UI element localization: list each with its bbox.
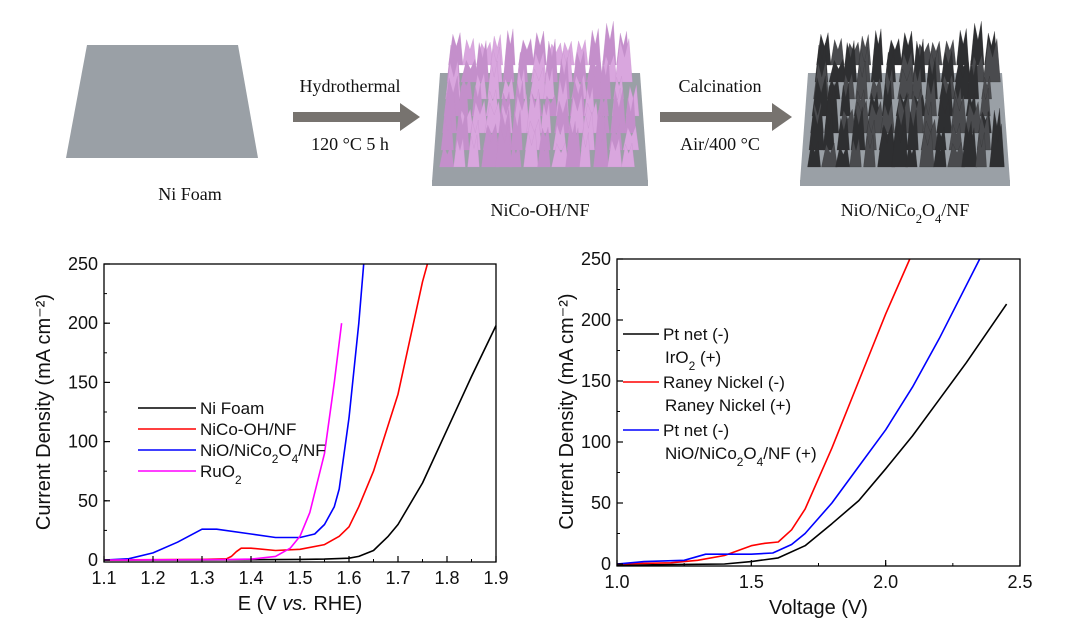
x-axis-label: Voltage (V): [769, 597, 868, 619]
legend-label: Ni Foam: [200, 399, 264, 418]
arrow-calcination-icon: [660, 103, 792, 131]
y-tick-label: 0: [601, 554, 611, 574]
x-tick-label: 1.4: [238, 568, 263, 588]
step1-top-label: Hydrothermal: [300, 76, 401, 96]
y-tick-label: 100: [581, 432, 611, 452]
y-tick-label: 250: [68, 254, 98, 274]
y-tick-label: 200: [68, 313, 98, 333]
step2-top-label: Calcination: [679, 76, 762, 96]
x-tick-label: 1.6: [336, 568, 361, 588]
chart-overall-water-splitting: 1.0 1.5 2.0 2.5 0 50 100 150 200 250 Voltage (V) Cu…: [556, 249, 1033, 619]
legend-item: Raney Nickel (-) Raney Nickel (+): [623, 373, 791, 415]
y-tick-label: 50: [78, 491, 98, 511]
x-tick-label: 1.7: [385, 568, 410, 588]
x-axis-label: E (V vs. RHE): [238, 593, 362, 615]
synthesis-schematic: Ni Foam NiCo-OH/NF NiO/NiCo2O4/NF Hydrot…: [66, 21, 1010, 226]
x-tick-label: 1.5: [287, 568, 312, 588]
x-tick-label: 1.5: [739, 572, 764, 592]
series-line-1: [616, 258, 911, 565]
legend-item: RuO2: [138, 462, 242, 487]
plot-frame: [103, 263, 497, 563]
legend-item: NiCo-OH/NF: [138, 420, 296, 439]
x-tick-label: 1.8: [434, 568, 459, 588]
y-tick-label: 150: [68, 372, 98, 392]
series-line-2: [103, 263, 365, 561]
x-tick-label: 2.0: [873, 572, 898, 592]
legend-label: Raney Nickel (-): [663, 373, 785, 392]
step2-bottom-label: Air/400 °C: [680, 134, 760, 154]
legend-label: NiO/NiCo2O4/NF: [200, 441, 326, 466]
y-tick-label: 200: [581, 310, 611, 330]
chart-oer-polarization: 1.1 1.2 1.3 1.4 1.5 1.6 1.7 1.8 1.9 0 50 100 150 200 2…: [33, 254, 509, 615]
y-tick-label: 150: [581, 371, 611, 391]
legend-label-line2: NiO/NiCo2O4/NF (+): [665, 444, 817, 469]
x-tick-label: 1.1: [91, 568, 116, 588]
arrow-hydrothermal-icon: [293, 103, 420, 131]
x-tick-label: 1.9: [483, 568, 508, 588]
series-line-3: [103, 323, 343, 561]
y-tick-label: 50: [591, 493, 611, 513]
series-line-0: [616, 303, 1008, 566]
legend-label: Pt net (-): [663, 325, 729, 344]
y-tick-label: 250: [581, 249, 611, 269]
x-tick-label: 2.5: [1007, 572, 1032, 592]
legend-label: NiCo-OH/NF: [200, 420, 296, 439]
x-tick-label: 1.3: [189, 568, 214, 588]
legend-label-line2: Raney Nickel (+): [665, 396, 791, 415]
x-tick-label: 1.2: [140, 568, 165, 588]
stage-label-ni-foam: Ni Foam: [158, 184, 222, 204]
legend-label: RuO2: [200, 462, 242, 487]
legend-item: NiO/NiCo2O4/NF: [138, 441, 326, 466]
y-tick-label: 100: [68, 432, 98, 452]
legend-label: Pt net (-): [663, 421, 729, 440]
y-tick-label: 0: [88, 550, 98, 570]
y-axis-label: Current Density (mA cm⁻²): [556, 293, 578, 529]
ni-foam-plate: [66, 45, 258, 158]
x-tick-label: 1.0: [604, 572, 629, 592]
step1-bottom-label: 120 °C 5 h: [311, 134, 389, 154]
stage-label-nio-nico2o4: NiO/NiCo2O4/NF: [841, 200, 970, 226]
series-line-1: [103, 263, 429, 561]
legend-item: Pt net (-) NiO/NiCo2O4/NF (+): [623, 421, 817, 469]
legend-label-line2: IrO2 (+): [665, 348, 721, 373]
legend-item: Pt net (-) IrO2 (+): [623, 325, 729, 373]
series-line-2: [616, 258, 981, 565]
legend-item: Ni Foam: [138, 399, 264, 418]
stage-label-nico-oh: NiCo-OH/NF: [490, 200, 589, 220]
nio-nico2o4-nanosheets: [800, 21, 1010, 186]
y-axis-label: Current Density (mA cm⁻²): [33, 294, 55, 530]
nico-oh-nanosheets: [432, 21, 648, 186]
